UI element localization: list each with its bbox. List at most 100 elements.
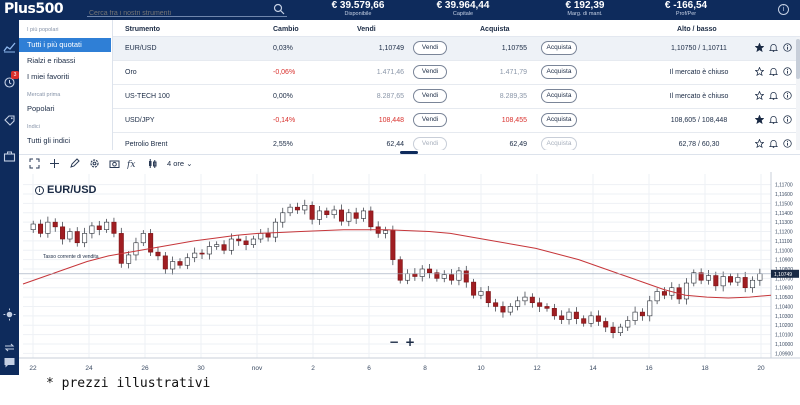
indicators-icon[interactable]: fx (127, 158, 138, 169)
table-scrollbar[interactable] (796, 37, 800, 150)
instrument-name[interactable]: Oro (125, 69, 137, 76)
x-axis-tick-label: 6 (367, 365, 371, 372)
scrollbar-thumb[interactable] (796, 39, 800, 79)
column-header-high-low[interactable]: Alto / basso (677, 26, 717, 33)
chat-icon[interactable] (3, 356, 16, 369)
sell-button[interactable]: Vendi (413, 137, 447, 150)
candle-up (383, 230, 389, 234)
zoom-out-button[interactable]: − (389, 335, 399, 349)
candle-up (45, 221, 51, 234)
star-outline-icon[interactable] (755, 91, 764, 100)
sell-button[interactable]: Vendi (413, 41, 447, 55)
table-row[interactable]: US-TECH 100 0,00% 8.287,65 Vendi 8.289,35 Acq… (113, 85, 800, 109)
candle-down (338, 209, 344, 222)
chart-canvas[interactable]: 22 24 26 30 nov 2 6 8 10 12 14 16 18 201,117001,11600… (19, 172, 800, 375)
swap-icon[interactable] (3, 341, 16, 354)
refresh-clock-icon[interactable] (3, 76, 16, 89)
bell-icon[interactable] (769, 67, 778, 76)
search-icon[interactable] (273, 3, 285, 15)
column-header-sell[interactable]: Vendi (357, 26, 376, 33)
crosshair-icon[interactable] (49, 158, 60, 169)
bell-icon[interactable] (769, 43, 778, 52)
plus500-logo[interactable]: Plus500 (4, 1, 64, 17)
stat-label: Capitale (452, 11, 474, 17)
buy-price: 62,49 (509, 141, 527, 148)
column-header-change[interactable]: Cambio (273, 26, 299, 33)
candle-down (397, 259, 403, 281)
info-icon[interactable] (783, 139, 792, 148)
briefcase-icon[interactable] (3, 150, 16, 163)
chart-line-icon[interactable] (3, 40, 16, 53)
search-box[interactable] (87, 2, 287, 21)
candle-down (162, 255, 168, 270)
sun-icon[interactable] (3, 308, 16, 321)
candle-down (412, 273, 418, 277)
sell-button[interactable]: Vendi (413, 89, 447, 103)
table-row[interactable]: Oro -0,06% 1.471,46 Vendi 1.471,79 Acquista Il… (113, 61, 800, 85)
table-header: Strumento Cambio Vendi Acquista Alto / b… (113, 20, 800, 37)
disclaimer: * prezzi illustrativi (46, 376, 211, 391)
info-icon[interactable] (783, 115, 792, 124)
bell-icon[interactable] (769, 139, 778, 148)
bell-icon[interactable] (769, 115, 778, 124)
bell-icon[interactable] (769, 91, 778, 100)
sidebar-item-gainers-losers[interactable]: Rialzi e ribassi (27, 56, 76, 65)
star-filled-icon[interactable] (755, 115, 764, 124)
price-chart[interactable]: 22 24 26 30 nov 2 6 8 10 12 14 16 18 20 1,11700 1,11600… (19, 172, 800, 375)
y-axis-tick-label: 1,10500 (775, 295, 793, 301)
buy-button[interactable]: Acquista (541, 89, 577, 103)
candlestick-type-icon[interactable] (147, 158, 158, 169)
star-outline-icon[interactable] (755, 67, 764, 76)
instrument-name[interactable]: Petrolio Brent (125, 141, 168, 148)
instrument-name[interactable]: USD/JPY (125, 117, 155, 124)
sell-button[interactable]: Vendi (413, 113, 447, 127)
buy-button[interactable]: Acquista (541, 41, 577, 55)
buy-button[interactable]: Acquista (541, 137, 577, 150)
current-price-label: 1,10749 (774, 272, 792, 278)
camera-icon[interactable] (109, 158, 120, 169)
pencil-icon[interactable] (69, 158, 80, 169)
left-icon-rail: 3 (0, 20, 19, 375)
info-icon[interactable] (783, 67, 792, 76)
instrument-name[interactable]: US-TECH 100 (125, 93, 170, 100)
candle-up (654, 291, 660, 302)
zoom-in-button[interactable]: + (405, 335, 415, 349)
search-input[interactable] (87, 6, 267, 21)
info-icon[interactable] (783, 43, 792, 52)
fullscreen-icon[interactable] (29, 158, 40, 169)
candle-up (287, 206, 293, 214)
info-icon[interactable]: i (35, 186, 44, 195)
tag-icon[interactable] (3, 114, 16, 127)
star-filled-icon[interactable] (755, 43, 764, 52)
y-axis-tick-label: 1,11400 (775, 211, 793, 217)
table-row[interactable]: Petrolio Brent 2,55% 62,44 Vendi 62,49 Acquis… (113, 133, 800, 150)
buy-button[interactable]: Acquista (541, 65, 577, 79)
info-icon[interactable]: i (778, 4, 789, 15)
candle-up (140, 233, 146, 244)
candle-down (427, 268, 433, 274)
top-bar: Plus500 € 39.579,66 Disponibile € 39.964… (0, 0, 800, 21)
panel-resize-handle[interactable] (400, 151, 418, 154)
buy-button[interactable]: Acquista (541, 113, 577, 127)
sidebar-item-popular[interactable]: Popolari (27, 104, 55, 113)
column-header-buy[interactable]: Acquista (480, 26, 510, 33)
candle-down (118, 233, 124, 264)
table-row[interactable]: USD/JPY -0,14% 108,448 Vendi 108,455 Acquista… (113, 109, 800, 133)
star-outline-icon[interactable] (755, 139, 764, 148)
high-low-value: Il mercato è chiuso (669, 69, 729, 76)
sidebar-item-most-traded[interactable]: Tutti i più quotati (19, 38, 111, 52)
row-actions (755, 43, 795, 53)
sidebar-item-all-indices[interactable]: Tutti gli indici (27, 136, 71, 145)
table-row[interactable]: EUR/USD 0,03% 1,10749 Vendi 1,10755 Acquista 1… (113, 37, 800, 61)
candle-up (67, 231, 73, 240)
candle-down (324, 210, 330, 215)
stat-maintenance-margin: € 192,39 Marg. di mant. (545, 0, 625, 18)
column-header-instrument[interactable]: Strumento (125, 26, 160, 33)
sidebar-item-favorites[interactable]: I miei favoriti (27, 72, 70, 81)
sell-button[interactable]: Vendi (413, 65, 447, 79)
timeframe-selector[interactable]: 4 ore ⌄ (167, 159, 193, 168)
candle-up (346, 212, 352, 222)
info-icon[interactable] (783, 91, 792, 100)
instrument-name[interactable]: EUR/USD (125, 45, 157, 52)
settings-gear-icon[interactable] (89, 158, 100, 169)
